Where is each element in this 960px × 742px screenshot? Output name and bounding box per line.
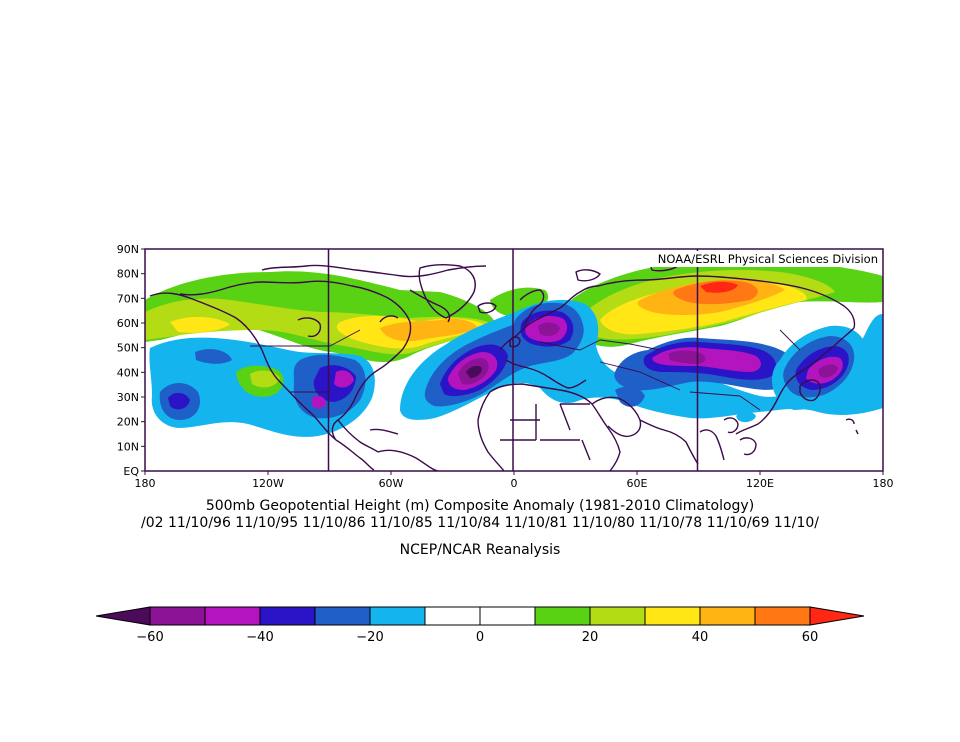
lat-tick-label: 30N [117,391,139,404]
lat-tick-label: 20N [117,416,139,429]
colorbar-label: −60 [136,630,163,645]
colorbar-swatch [699,606,756,626]
colorbar-label: −40 [246,630,273,645]
lat-tick-label: 40N [117,366,139,379]
lon-tick-label: 120W [252,477,284,490]
anomaly-positive-20 [250,370,280,388]
anomaly-negative-50 [668,350,706,364]
lat-tick-label: 50N [117,342,139,355]
lat-tick-label: 80N [117,268,139,281]
anomaly-negative-50 [538,322,560,336]
colorbar-label: 60 [802,630,819,645]
anomaly-negative-30 [168,365,356,410]
composite-dates: /02 11/10/96 11/10/95 11/10/86 11/10/85 … [141,515,819,531]
colorbar: −60 −40 −20 0 20 40 60 [95,606,865,645]
colorbar-swatch [479,606,536,626]
lon-tick-label: 120E [746,477,774,490]
colorbar-swatch [754,606,811,626]
colorbar-swatch [644,606,701,626]
colorbar-swatch [534,606,591,626]
anomaly-positive-60 [700,281,738,293]
credit-background [608,251,881,267]
lat-tick-label: 90N [117,243,139,256]
lon-tick-label: 0 [511,477,518,490]
anomaly-positive-40 [380,318,478,342]
longitude-axis: 180 120W 60W 0 60E 120E 180 [135,471,894,490]
colorbar-label: −20 [356,630,383,645]
lon-tick-label: 60W [379,477,404,490]
figure-title: 500mb Geopotential Height (m) Composite … [205,498,755,514]
colorbar-min-arrow [95,606,151,626]
credit-label: NOAA/ESRL Physical Sciences Division [658,252,878,266]
anomaly-negative-50 [818,364,838,378]
colorbar-swatch [204,606,261,626]
lat-tick-label: 60N [117,317,139,330]
anomaly-field [145,258,883,437]
lon-tick-label: 180 [873,477,894,490]
colorbar-swatch [369,606,426,626]
coastlines [149,257,859,471]
lat-tick-label: EQ [123,465,139,478]
anomaly-negative-60 [466,365,482,378]
anomaly-negative-10 [736,411,756,423]
lat-tick-label: 10N [117,440,139,453]
colorbar-label: 0 [476,630,484,645]
lat-tick-label: 70N [117,292,139,305]
latitude-axis: 90N 80N 70N 60N 50N 40N 30N 20N 10N EQ [117,243,145,478]
colorbar-swatch [259,606,316,626]
meridian-lines [327,249,699,471]
lon-tick-label: 60E [627,477,648,490]
lon-tick-label: 180 [135,477,156,490]
data-source: NCEP/NCAR Reanalysis [399,542,561,558]
colorbar-max-arrow [809,606,865,626]
anomaly-negative-40 [312,370,354,409]
colorbar-label: 20 [582,630,599,645]
colorbar-label: 40 [692,630,709,645]
colorbar-swatch [314,606,371,626]
colorbar-swatch [149,606,206,626]
colorbar-swatch [424,606,481,626]
colorbar-swatch [589,606,646,626]
